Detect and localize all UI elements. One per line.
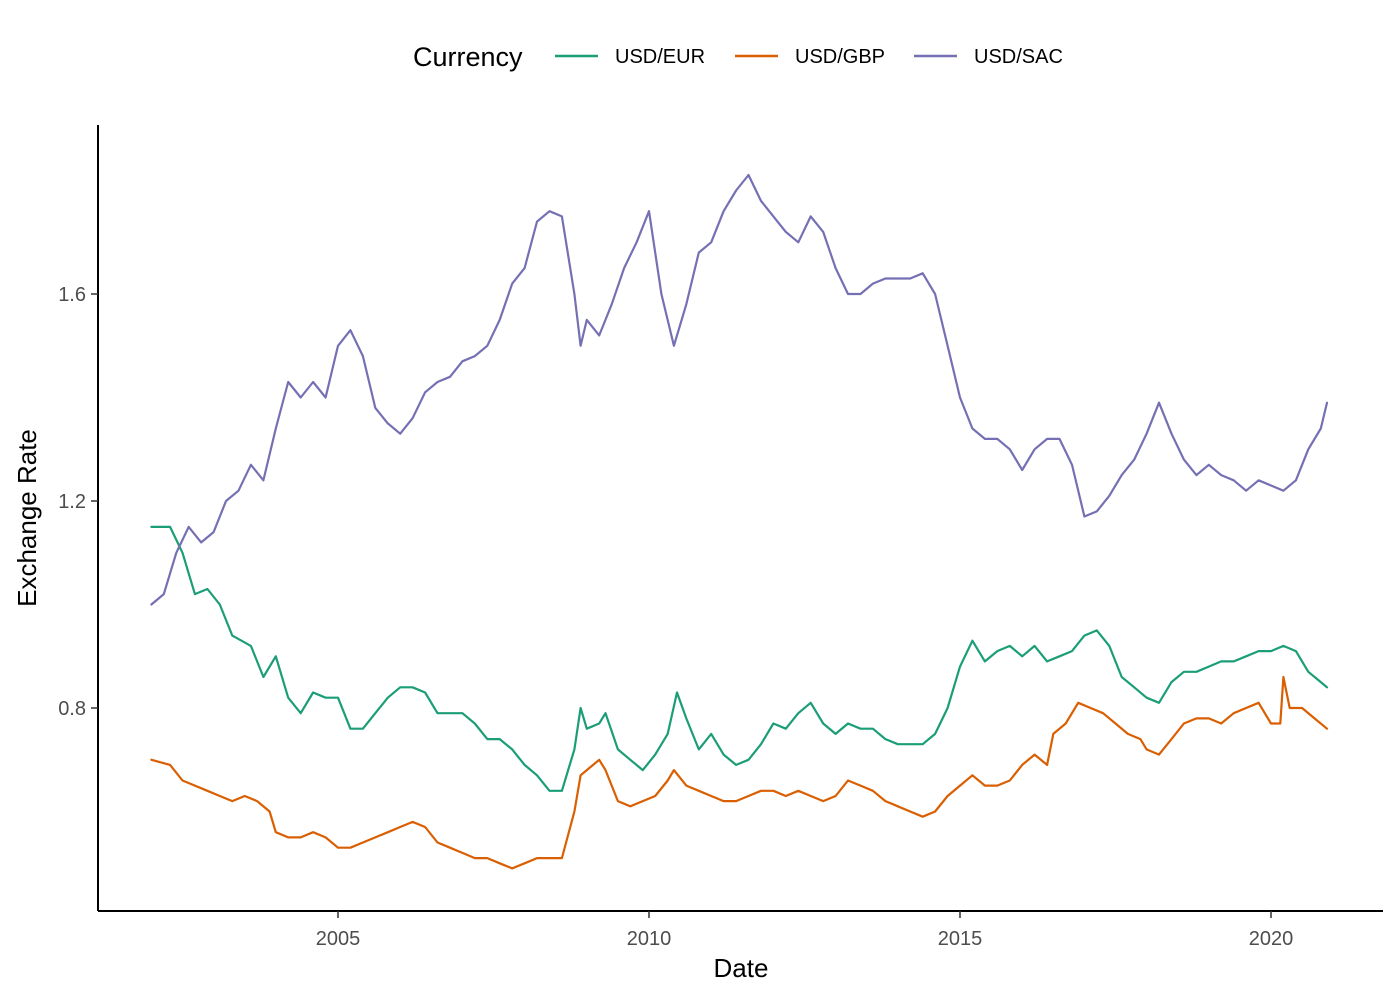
y-axis-ticks: 0.8 1.2 1.6: [58, 284, 98, 720]
series-line-usd-gbp: [150, 675, 1329, 870]
x-tick-label: 2020: [1249, 928, 1294, 950]
legend-label: USD/SAC: [974, 46, 1063, 68]
x-tick-label: 2010: [627, 928, 672, 950]
series-line-usd-sac: [150, 173, 1329, 606]
x-tick-label: 2015: [938, 928, 983, 950]
plot-area: [150, 173, 1329, 870]
legend-label: USD/EUR: [615, 46, 705, 68]
legend: Currency USD/EUR USD/GBP USD/SAC: [413, 42, 1063, 72]
legend-title: Currency: [413, 42, 523, 72]
y-axis-title: Exchange Rate: [12, 429, 42, 607]
y-tick-label: 0.8: [58, 698, 86, 720]
y-tick-label: 1.2: [58, 491, 86, 513]
x-axis-title: Date: [714, 953, 769, 983]
legend-label: USD/GBP: [795, 46, 885, 68]
y-tick-label: 1.6: [58, 284, 86, 306]
series-line-usd-eur: [150, 525, 1329, 792]
x-tick-label: 2005: [316, 928, 361, 950]
x-axis-ticks: 2005 2010 2015 2020: [316, 911, 1294, 950]
